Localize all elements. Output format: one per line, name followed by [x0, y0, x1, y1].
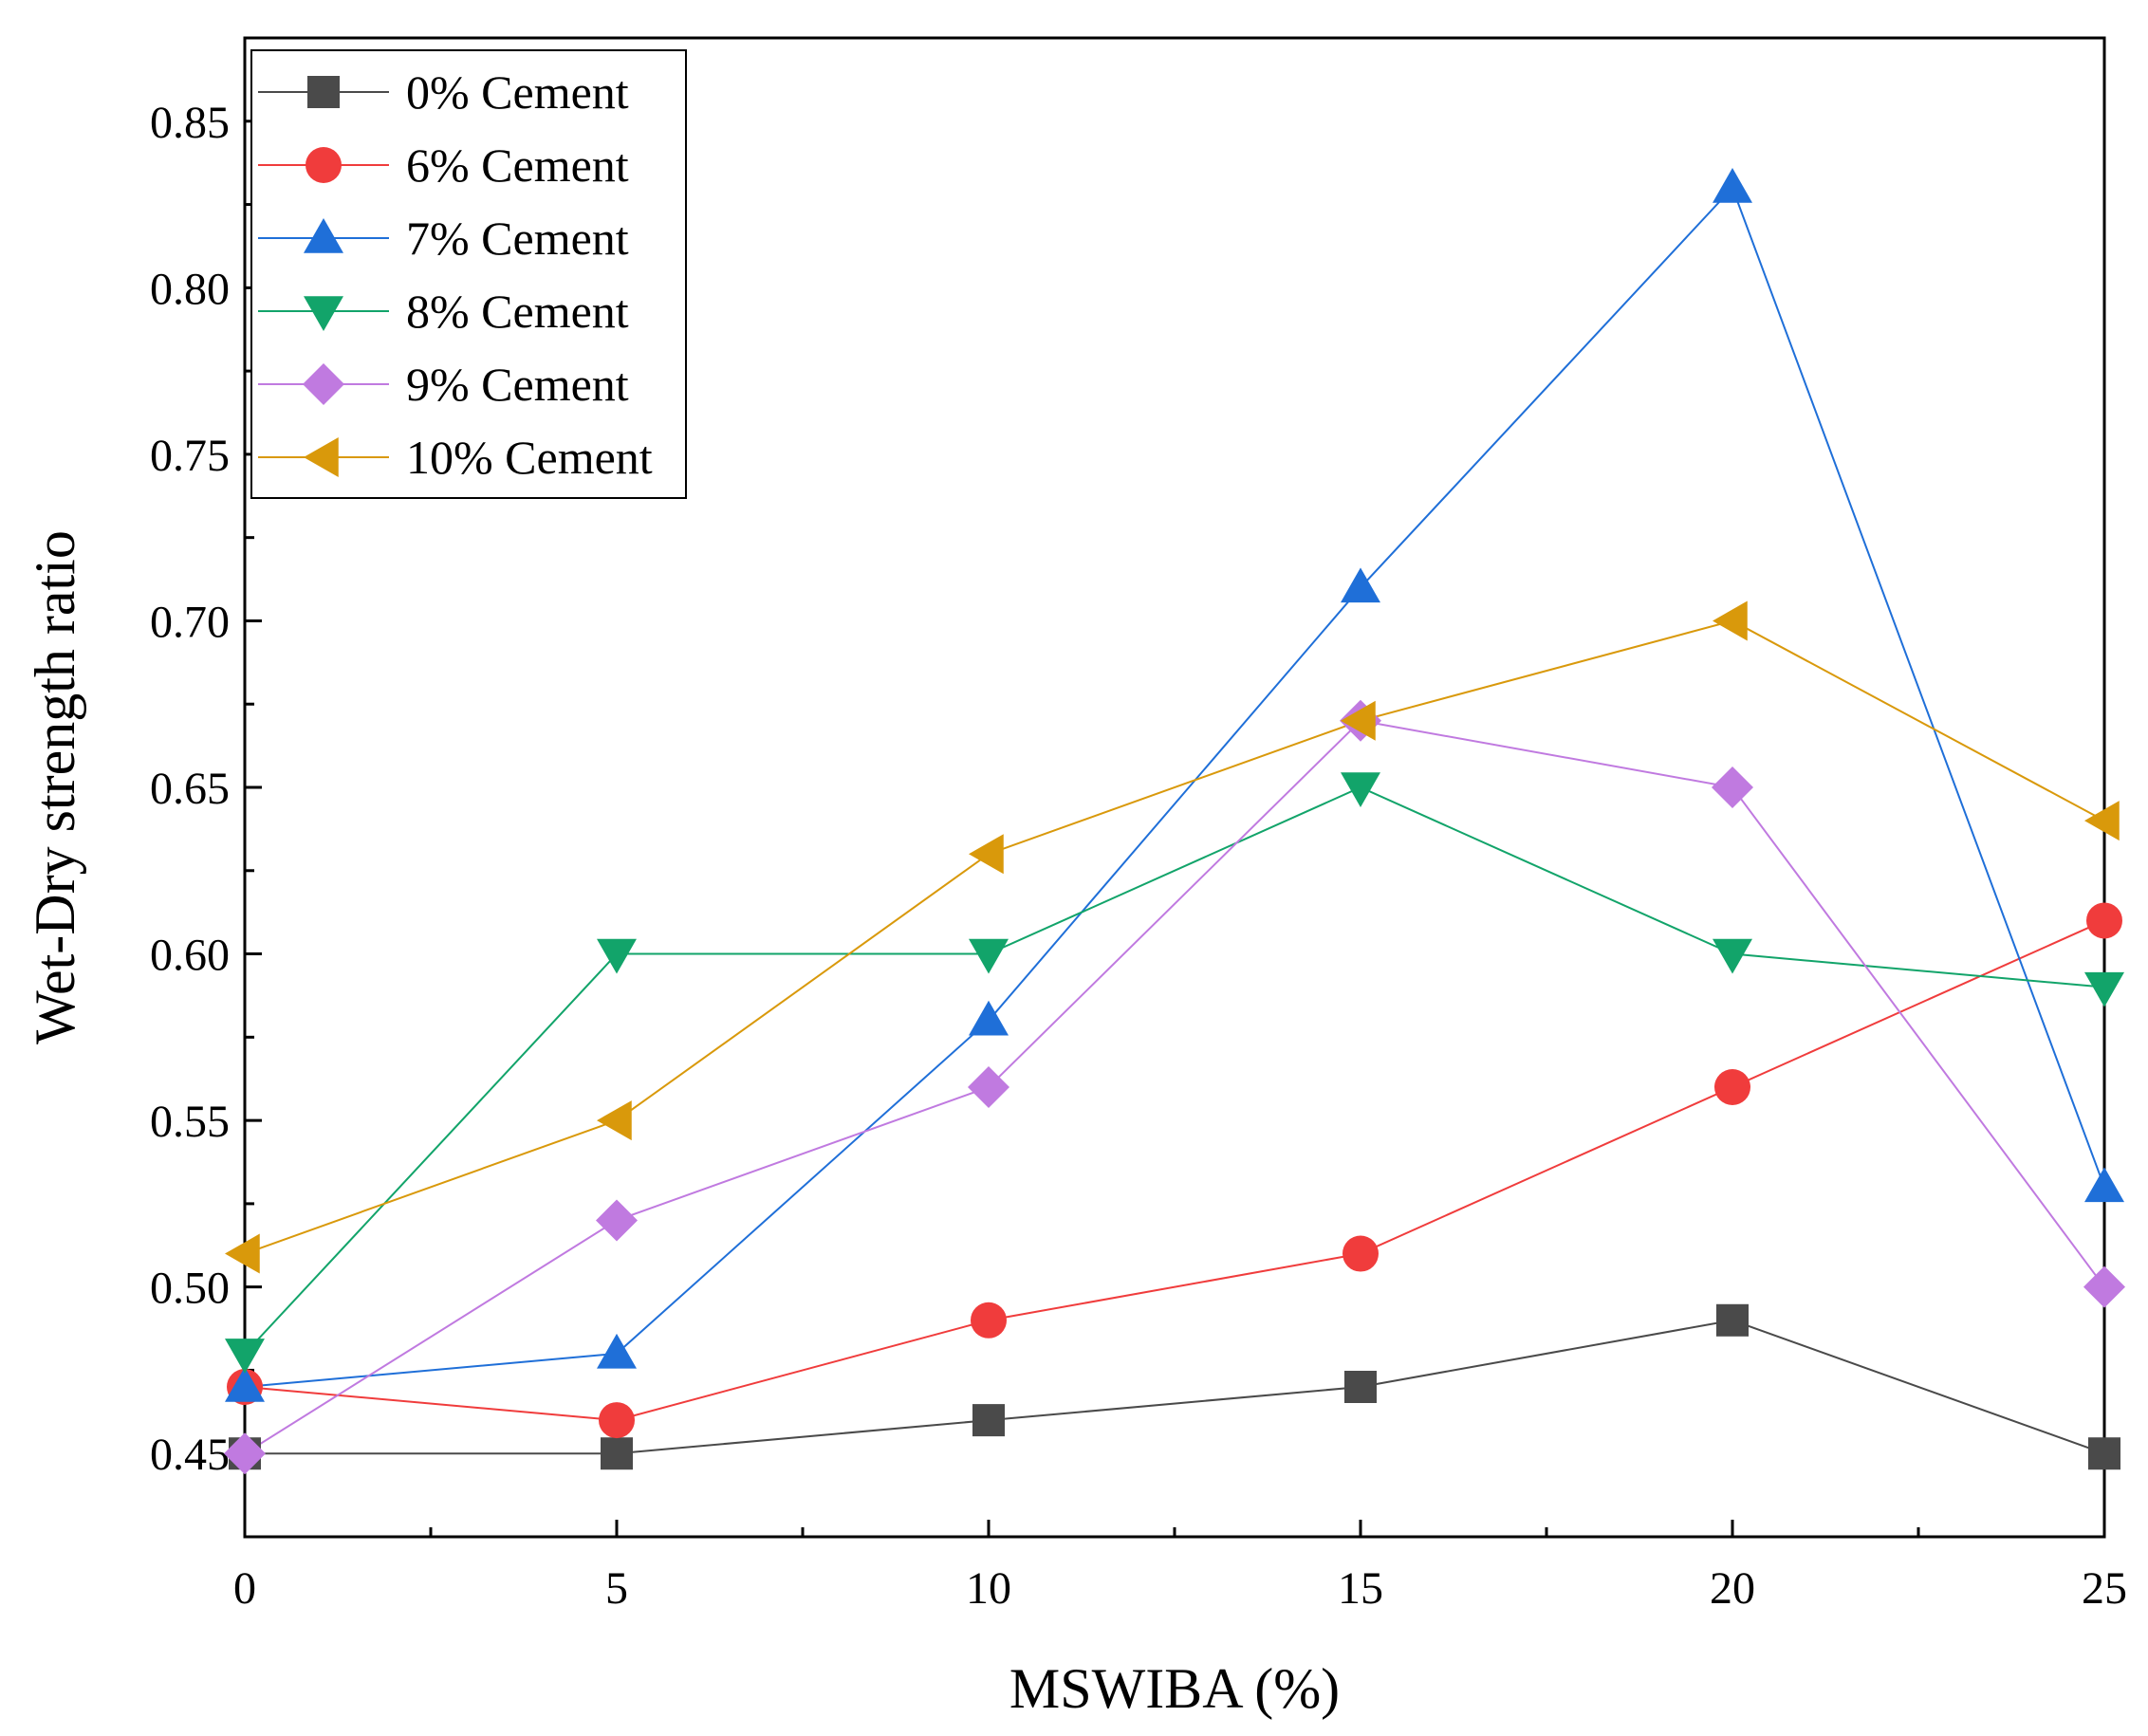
- data-point-s3-p1: [597, 938, 637, 974]
- data-point-s4-p5: [2083, 1265, 2125, 1308]
- data-point-s1-p1: [599, 1402, 635, 1439]
- data-point-s0-p4: [1716, 1303, 1749, 1337]
- y-tick-label: 0.55: [150, 1097, 230, 1147]
- y-tick-label: 0.80: [150, 264, 230, 314]
- data-point-s4-p2: [968, 1066, 1009, 1108]
- legend-box: [250, 49, 687, 499]
- series-line-5: [244, 619, 2105, 1255]
- legend-marker: [303, 363, 344, 405]
- data-point-s3-p0: [225, 1339, 265, 1374]
- data-point-s2-p2: [969, 1000, 1009, 1036]
- data-point-s5-p2: [969, 834, 1004, 875]
- legend-marker: [304, 437, 339, 477]
- series-line-0: [245, 1319, 2105, 1455]
- data-point-s1-p3: [1342, 1235, 1379, 1272]
- data-point-s4-p1: [596, 1199, 638, 1242]
- legend: 0% Cement 6% Cement 7% Cement 8% Cement 9% C…: [250, 49, 687, 499]
- y-tick-label: 0.45: [150, 1430, 230, 1480]
- y-tick-label: 0.60: [150, 931, 230, 981]
- series-line-3: [244, 785, 2105, 1355]
- data-point-s0-p1: [601, 1437, 633, 1470]
- data-point-s2-p1: [597, 1333, 637, 1369]
- series-markers: [224, 168, 2125, 1475]
- legend-label: 10% Cement: [406, 431, 653, 484]
- x-tick-label: 20: [1710, 1563, 1755, 1614]
- legend-marker: [304, 218, 343, 253]
- legend-label: 9% Cement: [406, 358, 629, 411]
- data-point-s2-p3: [1341, 567, 1380, 603]
- legend-label: 6% Cement: [406, 139, 629, 192]
- x-axis-title: MSWIBA (%): [1009, 1657, 1340, 1720]
- data-point-s3-p2: [969, 938, 1009, 974]
- y-tick-label: 0.50: [150, 1264, 230, 1314]
- data-point-s3-p5: [2084, 971, 2124, 1007]
- data-point-s3-p4: [1713, 938, 1752, 974]
- series-line-4: [244, 719, 2105, 1455]
- legend-label: 8% Cement: [406, 285, 629, 338]
- data-point-s4-p4: [1712, 766, 1753, 808]
- data-point-s2-p5: [2084, 1167, 2124, 1203]
- data-point-s0-p3: [1344, 1371, 1377, 1403]
- x-tick-label: 10: [966, 1563, 1011, 1614]
- data-point-s0-p2: [972, 1404, 1005, 1437]
- series-line-1: [244, 919, 2105, 1422]
- y-tick-label: 0.85: [150, 98, 230, 148]
- series-line-2: [244, 186, 2105, 1388]
- data-point-s3-p3: [1341, 772, 1380, 807]
- series-lines: [244, 186, 2105, 1455]
- y-axis-title: Wet-Dry strength ratio: [24, 530, 86, 1044]
- data-point-s2-p0: [225, 1367, 265, 1402]
- data-point-s5-p1: [597, 1100, 632, 1141]
- data-point-s4-p0: [224, 1432, 266, 1475]
- data-point-s0-p5: [2088, 1437, 2120, 1470]
- data-point-s1-p4: [1714, 1069, 1750, 1105]
- y-tick-label: 0.70: [150, 597, 230, 647]
- y-axis: 0.45 0.50 0.55 0.60 0.65 0.70 0.75 0.80 0.85: [150, 98, 262, 1480]
- y-tick-label: 0.75: [150, 431, 230, 481]
- x-tick-label: 5: [605, 1563, 628, 1614]
- data-point-s2-p4: [1713, 168, 1752, 203]
- legend-marker: [307, 76, 340, 108]
- x-tick-label: 0: [233, 1563, 256, 1614]
- data-point-s1-p5: [2086, 902, 2122, 939]
- x-tick-label: 25: [2082, 1563, 2127, 1614]
- y-tick-label: 0.65: [150, 764, 230, 814]
- data-point-s5-p3: [1341, 700, 1376, 741]
- data-point-s5-p4: [1713, 600, 1748, 641]
- legend-label: 0% Cement: [406, 65, 629, 119]
- x-axis: 0 5 10 15 20 25: [233, 1520, 2127, 1614]
- data-point-s1-p2: [971, 1302, 1007, 1339]
- data-point-s5-p0: [225, 1233, 260, 1274]
- data-point-s5-p5: [2084, 801, 2120, 841]
- legend-label: 7% Cement: [406, 212, 629, 265]
- x-tick-label: 15: [1338, 1563, 1383, 1614]
- legend-marker: [306, 147, 342, 183]
- legend-marker: [304, 296, 343, 331]
